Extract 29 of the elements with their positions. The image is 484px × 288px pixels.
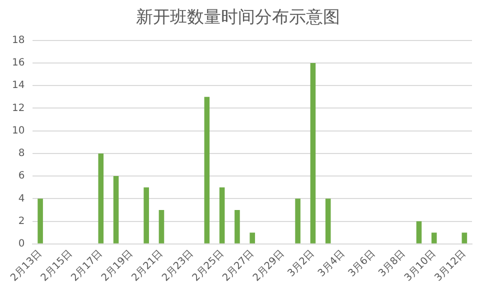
bar [295, 198, 300, 244]
bar [310, 63, 316, 244]
x-tick-label: 3月6日 [346, 248, 378, 280]
bar [234, 210, 240, 244]
y-tick-label: 4 [18, 193, 25, 204]
bar [431, 232, 437, 244]
bar [158, 210, 164, 244]
x-tick-label: 3月4日 [316, 248, 348, 280]
y-tick-label: 6 [18, 170, 25, 182]
y-tick-label: 10 [12, 125, 25, 136]
x-tick-label: 3月2日 [286, 248, 317, 280]
bar [204, 96, 210, 244]
bar [98, 153, 104, 244]
chart-title: 新开班数量时间分布示意图 [136, 8, 340, 28]
y-tick-label: 16 [12, 58, 25, 69]
bar [219, 187, 225, 244]
y-tick-label: 18 [12, 34, 25, 46]
bar [462, 232, 468, 244]
bar [144, 187, 149, 244]
bar [325, 198, 331, 244]
y-tick-label: 0 [18, 238, 25, 250]
y-tick-label: 8 [18, 148, 25, 160]
bar [250, 232, 256, 244]
bar [38, 198, 43, 244]
y-tick-label: 12 [12, 102, 25, 114]
bar [113, 176, 119, 244]
bar [416, 221, 422, 244]
y-tick-label: 14 [12, 80, 25, 92]
y-tick-label: 2 [18, 216, 25, 227]
